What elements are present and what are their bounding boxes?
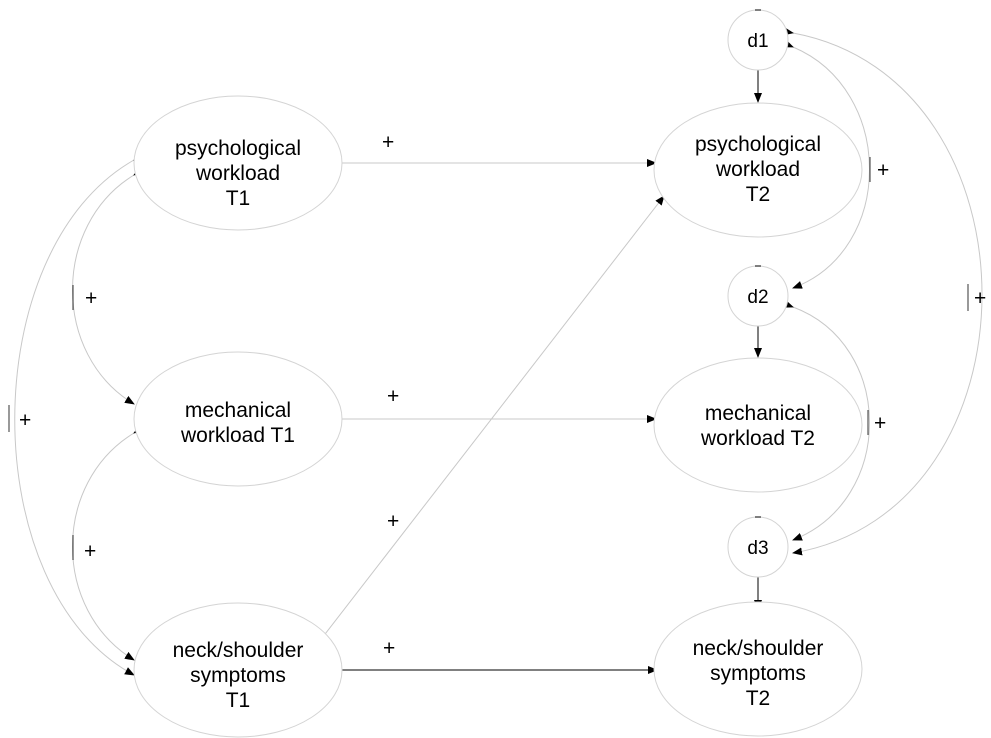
node-label-line: T1: [226, 689, 251, 712]
node-label-line: T2: [746, 687, 771, 710]
disturbance-d1: d1: [727, 9, 789, 71]
disturbance-label: d3: [747, 538, 768, 559]
path-neck-t1-to-psych-t2: [321, 195, 665, 639]
node-label-line: T1: [226, 187, 251, 210]
disturbance-d2: d2: [727, 265, 789, 327]
cov-d1-d3: [783, 27, 983, 556]
cov-d1-d2: [783, 39, 870, 289]
node-mechanical-workload-t1: mechanical workload T1: [133, 351, 343, 487]
node-label-line: neck/shoulder: [693, 637, 824, 660]
node-label-line: mechanical: [705, 402, 811, 425]
sign-cov-psych-mech-t1: +: [85, 287, 97, 310]
sign-psych-t1-to-psych-t2: +: [382, 131, 394, 154]
sign-cov-psych-neck-t1: +: [19, 409, 31, 432]
sign-cov-d1-d3: +: [974, 287, 986, 310]
cov-mech-neck-t1: [72, 424, 144, 661]
node-label-line: psychological: [695, 133, 821, 156]
node-label-line: workload T2: [700, 427, 815, 450]
sign-cov-d2-d3: +: [874, 412, 886, 435]
node-label-line: mechanical: [185, 399, 291, 422]
node-label-line: neck/shoulder: [173, 639, 304, 662]
sign-mech-t1-to-mech-t2: +: [387, 385, 399, 408]
node-neck-shoulder-symptoms-t1: neck/shoulder symptoms T1: [133, 602, 343, 738]
sign-cov-mech-neck-t1: +: [84, 540, 96, 563]
cov-d2-d3: [783, 300, 870, 541]
sign-neck-t1-to-neck-t2: +: [383, 637, 395, 660]
node-psychological-workload-t1: psychological workload T1: [133, 95, 343, 231]
node-label-line: T2: [746, 183, 771, 206]
node-label-line: workload T1: [180, 424, 295, 447]
node-label-line: symptoms: [710, 662, 806, 685]
disturbance-label: d1: [747, 31, 768, 52]
node-label-line: workload: [195, 162, 280, 185]
node-label-line: psychological: [175, 137, 301, 160]
node-neck-shoulder-symptoms-t2: neck/shoulder symptoms T2: [653, 601, 863, 737]
node-mechanical-workload-t2: mechanical workload T2: [653, 357, 863, 493]
disturbance-d3: d3: [727, 516, 789, 578]
sign-cov-d1-d2: +: [877, 159, 889, 182]
cov-psych-mech-t1: [72, 166, 144, 405]
node-label-line: symptoms: [190, 664, 286, 687]
sign-neck-t1-to-psych-t2: +: [387, 510, 399, 533]
node-label-line: workload: [715, 158, 800, 181]
node-psychological-workload-t2: psychological workload T2: [653, 102, 863, 238]
cov-psych-neck-t1: [14, 152, 144, 676]
disturbance-label: d2: [747, 287, 768, 308]
